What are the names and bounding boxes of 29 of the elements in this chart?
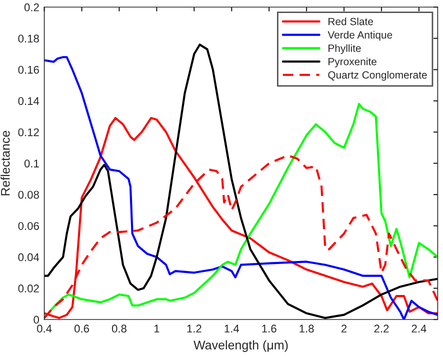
x-tick-label: 2 bbox=[341, 324, 347, 332]
legend-label: Phyllite bbox=[328, 44, 361, 54]
y-axis-title: Reflectance bbox=[0, 130, 10, 196]
y-tick-label: 0.1 bbox=[24, 160, 39, 168]
y-tick-label: 0.06 bbox=[18, 222, 39, 230]
x-tick-label: 2.2 bbox=[374, 324, 389, 332]
legend-label: Pyroxenite bbox=[328, 58, 376, 68]
y-tick-label: 0.02 bbox=[18, 284, 39, 292]
legend-label: Quartz Conglomerate bbox=[328, 70, 427, 81]
y-tick-label: 0.14 bbox=[18, 97, 40, 105]
x-tick-label: 2.4 bbox=[412, 324, 426, 332]
legend-label: Red Slate bbox=[328, 18, 373, 26]
x-tick-label: 0.6 bbox=[74, 324, 89, 333]
y-tick-label: 0.12 bbox=[18, 128, 39, 136]
y-tick-label: 0.16 bbox=[18, 66, 39, 74]
x-axis-title: Wavelength (μm) bbox=[194, 340, 288, 352]
x-tick-label: 1.2 bbox=[187, 324, 202, 332]
y-tick-label: 0.04 bbox=[18, 253, 40, 262]
y-tick-label: 0 bbox=[34, 316, 40, 324]
x-tick-label: 1.4 bbox=[224, 324, 240, 332]
y-tick-label: 0.2 bbox=[24, 3, 39, 12]
y-tick-label: 0.18 bbox=[18, 34, 39, 43]
x-tick-label: 0.8 bbox=[112, 324, 126, 333]
x-tick-label: 0.4 bbox=[37, 324, 52, 333]
x-tick-label: 1.6 bbox=[262, 324, 276, 333]
legend-label: Verde Antique bbox=[328, 30, 392, 41]
x-tick-label: 1 bbox=[154, 324, 160, 332]
x-tick-label: 1.8 bbox=[300, 324, 314, 333]
y-tick-label: 0.08 bbox=[18, 190, 39, 199]
